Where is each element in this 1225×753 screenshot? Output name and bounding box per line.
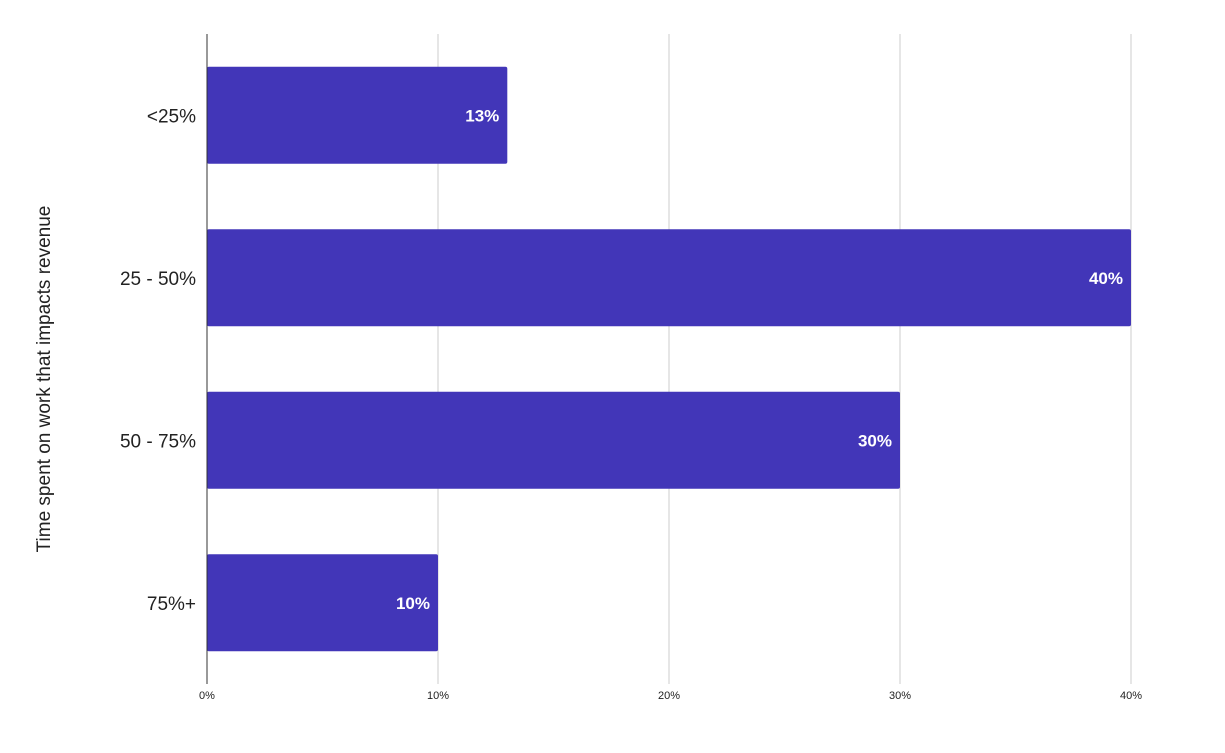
x-tick-label: 20%: [658, 690, 680, 702]
y-category-label: 25 - 50%: [120, 269, 196, 290]
bar-value-label: 40%: [1089, 269, 1123, 288]
y-category-label: 75%+: [147, 594, 196, 615]
axes: 0% 10% 20% 30% 40% <25% 25 - 50% 50 - 75% 75%+: [120, 34, 1142, 702]
bar-value-label: 10%: [396, 594, 430, 613]
bar-value-label: 30%: [858, 431, 892, 450]
y-category-label: <25%: [147, 106, 196, 127]
bar: [207, 554, 438, 652]
bar: [207, 391, 900, 489]
x-tick-label: 40%: [1120, 690, 1142, 702]
y-axis-title: Time spent on work that impacts revenue: [34, 206, 55, 553]
bars: 13% 40% 30% 10%: [207, 66, 1131, 652]
bar: [207, 66, 508, 164]
bar: [207, 229, 1131, 327]
x-tick-label: 30%: [889, 690, 911, 702]
y-category-label: 50 - 75%: [120, 431, 196, 452]
x-tick-label: 10%: [427, 690, 449, 702]
gridlines: [437, 34, 1132, 684]
x-tick-label: 0%: [199, 690, 215, 702]
bar-value-label: 13%: [465, 106, 499, 125]
